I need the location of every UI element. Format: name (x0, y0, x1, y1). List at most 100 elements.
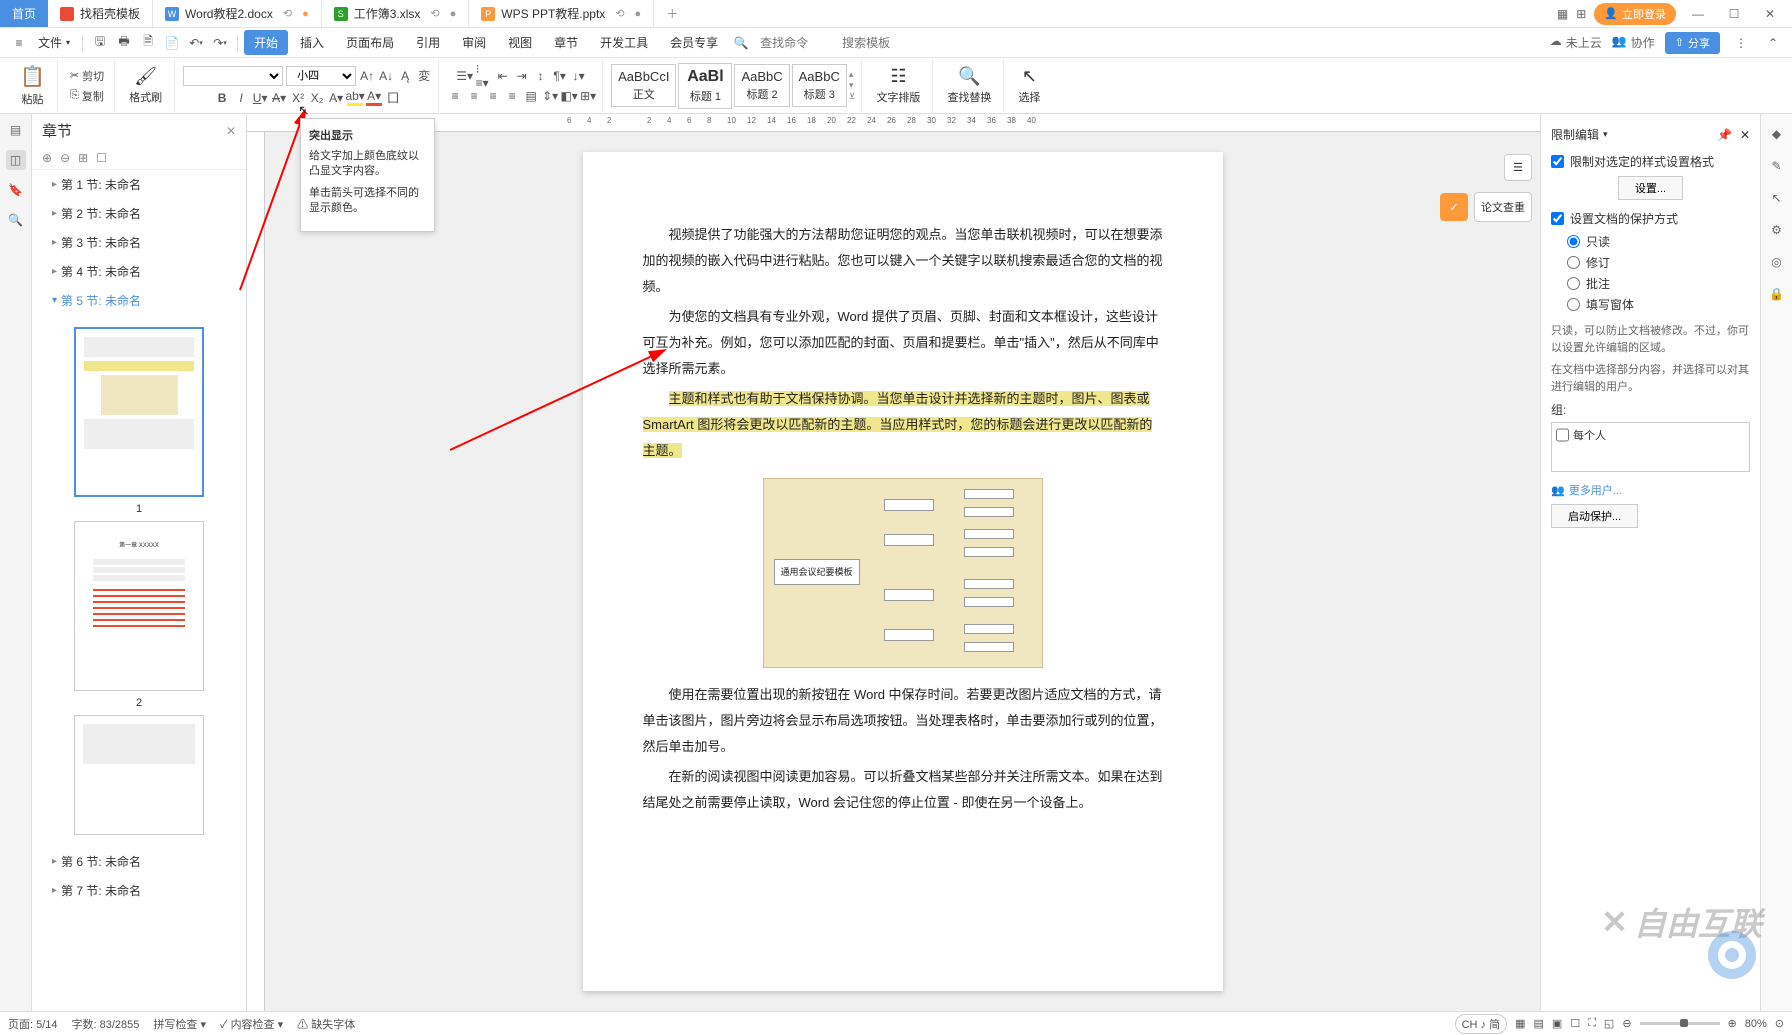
file-menu[interactable]: 文件▾ (32, 34, 76, 51)
rail-search-icon[interactable]: 🔍 (6, 210, 26, 230)
strikethrough-icon[interactable]: A▾ (271, 90, 287, 106)
shrink-font-icon[interactable]: A↓ (378, 68, 394, 84)
section-item[interactable]: 第 5 节: 未命名 (32, 286, 246, 315)
missing-font-status[interactable]: ⚠ 缺失字体 (297, 1016, 355, 1032)
align-center-icon[interactable]: ≡ (466, 88, 482, 104)
command-search-input[interactable] (754, 34, 834, 52)
tab-ppt[interactable]: P WPS PPT教程.pptx ⟲ ● (469, 0, 654, 27)
style-heading1[interactable]: AaBl标题 1 (678, 63, 732, 109)
decrease-indent-icon[interactable]: ⇤ (495, 68, 511, 84)
collab-button[interactable]: 👥协作 (1612, 34, 1655, 51)
sort-icon[interactable]: ↓▾ (571, 68, 587, 84)
zoom-menu-icon[interactable]: ⊙ (1775, 1017, 1784, 1030)
settings-button[interactable]: 设置... (1618, 176, 1683, 200)
zoom-fit-icon[interactable]: ◱ (1604, 1017, 1614, 1030)
justify-icon[interactable]: ≡ (504, 88, 520, 104)
menu-tab-dev[interactable]: 开发工具 (590, 30, 658, 55)
rail-tool-3[interactable]: ↖ (1767, 188, 1787, 208)
align-left-icon[interactable]: ≡ (447, 88, 463, 104)
cloud-status[interactable]: ☁未上云 (1550, 34, 1602, 51)
zoom-level[interactable]: 80% (1745, 1018, 1767, 1030)
more-icon[interactable]: ⋮ (1732, 34, 1750, 52)
bullets-icon[interactable]: ☰▾ (457, 68, 473, 84)
menu-tab-view[interactable]: 视图 (498, 30, 542, 55)
section-item[interactable]: 第 1 节: 未命名 (32, 170, 246, 199)
section-expand-icon[interactable]: ☐ (96, 151, 107, 165)
line-break-icon[interactable]: ¶▾ (552, 68, 568, 84)
hamburger-icon[interactable]: ≡ (10, 34, 28, 52)
vertical-ruler[interactable] (247, 132, 265, 1011)
close-button[interactable]: ✕ (1756, 7, 1784, 21)
subscript-icon[interactable]: X₂ (309, 90, 325, 106)
tab-home[interactable]: 首页 (0, 0, 48, 27)
print-icon[interactable]: 🖶 (115, 34, 133, 52)
paste-button[interactable]: 📋粘贴 (14, 62, 51, 109)
tab-excel[interactable]: S 工作簿3.xlsx ⟲ ● (322, 0, 470, 27)
document-page[interactable]: 视频提供了功能强大的方法帮助您证明您的观点。当您单击联机视频时，可以在想要添加的… (583, 152, 1223, 991)
radio-readonly[interactable]: 只读 (1567, 233, 1750, 250)
word-count[interactable]: 字数: 83/2855 (72, 1016, 140, 1032)
section-item[interactable]: 第 6 节: 未命名 (32, 847, 246, 876)
tab-new[interactable]: ＋ (654, 0, 690, 27)
page-thumbnail[interactable] (74, 327, 204, 497)
clear-format-icon[interactable]: Ą (397, 68, 413, 84)
rail-outline-icon[interactable]: ▤ (6, 120, 26, 140)
increase-indent-icon[interactable]: ⇥ (514, 68, 530, 84)
pin-icon[interactable]: 📌 (1717, 128, 1732, 142)
paper-check-button[interactable]: 论文查重 (1474, 192, 1532, 222)
sections-close-icon[interactable]: ✕ (226, 124, 236, 138)
menu-tab-layout[interactable]: 页面布局 (336, 30, 404, 55)
char-border-icon[interactable]: 囗 (385, 90, 401, 106)
spell-check-status[interactable]: 拼写检查 ▾ (153, 1016, 206, 1032)
style-up-icon[interactable]: ▴ (849, 69, 856, 80)
menu-tab-reference[interactable]: 引用 (406, 30, 450, 55)
distribute-icon[interactable]: ▤ (523, 88, 539, 104)
grid-layout-icon[interactable]: ▦ (1557, 7, 1568, 21)
text-direction-icon[interactable]: ↕ (533, 68, 549, 84)
section-add-icon[interactable]: ⊕ (42, 151, 52, 165)
view-web-icon[interactable]: ▣ (1552, 1017, 1562, 1030)
section-up-icon[interactable]: ⊞ (78, 151, 88, 165)
format-painter-button[interactable]: 🖌格式刷 (123, 64, 168, 107)
rail-tool-1[interactable]: ◆ (1767, 124, 1787, 144)
menu-tab-insert[interactable]: 插入 (290, 30, 334, 55)
style-more-icon[interactable]: ⊻ (849, 91, 856, 102)
section-item[interactable]: 第 7 节: 未命名 (32, 876, 246, 905)
tab-restore-icon[interactable]: ⟲ (615, 7, 624, 20)
section-del-icon[interactable]: ⊖ (60, 151, 70, 165)
find-replace-button[interactable]: 🔍查找替换 (941, 64, 997, 107)
tab-restore-icon[interactable]: ⟲ (283, 7, 292, 20)
check-style-restrict[interactable]: 限制对选定的样式设置格式 (1551, 153, 1750, 170)
view-readmode-icon[interactable]: ▦ (1515, 1017, 1525, 1030)
rail-tool-4[interactable]: ⚙ (1767, 220, 1787, 240)
view-fullscreen-icon[interactable]: ⛶ (1588, 1017, 1596, 1030)
print-preview-icon[interactable]: 🗎 (139, 34, 157, 52)
font-color-icon[interactable]: A▾ (366, 90, 382, 106)
radio-form[interactable]: 填写窗体 (1567, 296, 1750, 313)
highlight-icon[interactable]: ab▾ (347, 90, 363, 106)
phonetic-icon[interactable]: 変 (416, 68, 432, 84)
maximize-button[interactable]: ☐ (1720, 7, 1748, 21)
zoom-slider[interactable] (1640, 1022, 1720, 1025)
radio-revision[interactable]: 修订 (1567, 254, 1750, 271)
check-protect[interactable]: 设置文档的保护方式 (1551, 210, 1750, 227)
font-size-select[interactable]: 小四 (286, 66, 356, 86)
align-right-icon[interactable]: ≡ (485, 88, 501, 104)
rail-tool-2[interactable]: ✎ (1767, 156, 1787, 176)
rail-sections-icon[interactable]: ◫ (6, 150, 26, 170)
doc-tool-1[interactable]: ☰ (1504, 154, 1532, 181)
tab-template[interactable]: 找稻壳模板 (48, 0, 153, 27)
section-item[interactable]: 第 3 节: 未命名 (32, 228, 246, 257)
paper-check-icon[interactable]: ✓ (1440, 193, 1468, 221)
rail-tool-6[interactable]: 🔒 (1767, 284, 1787, 304)
undo-icon[interactable]: ↶▾ (187, 34, 205, 52)
style-normal[interactable]: AaBbCcI正文 (611, 64, 676, 107)
italic-icon[interactable]: I (233, 90, 249, 106)
radio-comment[interactable]: 批注 (1567, 275, 1750, 292)
numbering-icon[interactable]: ⁝≡▾ (476, 68, 492, 84)
tab-word-doc[interactable]: W Word教程2.docx ⟲ ● (153, 0, 322, 27)
section-item[interactable]: 第 4 节: 未命名 (32, 257, 246, 286)
text-layout-button[interactable]: ☷文字排版 (870, 64, 926, 107)
rail-tool-5[interactable]: ◎ (1767, 252, 1787, 272)
style-heading2[interactable]: AaBbC标题 2 (734, 64, 789, 107)
